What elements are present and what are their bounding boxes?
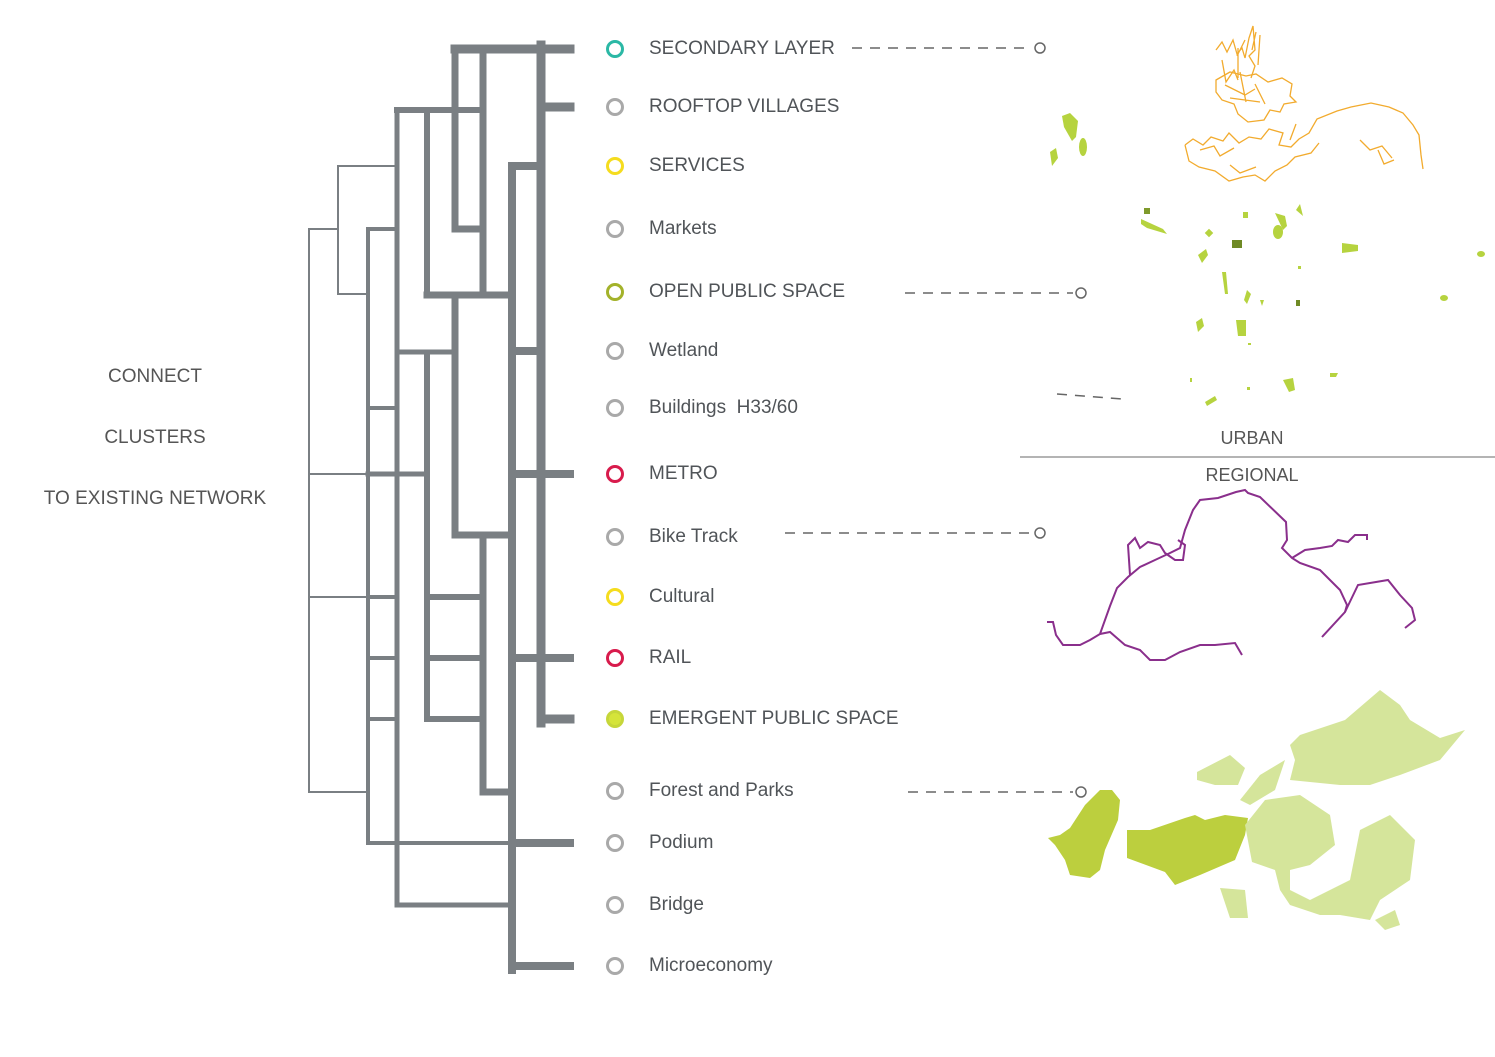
side-text-network: TO EXISTING NETWORK: [43, 488, 267, 509]
connector-end-circle: [1075, 786, 1087, 798]
legend-item: OPEN PUBLIC SPACE: [606, 280, 845, 304]
legend-item-label: Microeconomy: [649, 955, 773, 976]
legend-item-label: METRO: [649, 463, 718, 484]
connector-end-circle: [1075, 287, 1087, 299]
legend-item: EMERGENT PUBLIC SPACE: [606, 707, 899, 731]
open-public-space-map: [1050, 113, 1485, 406]
urban-label: URBAN: [1220, 428, 1284, 448]
side-text-connect: CONNECT: [108, 366, 202, 387]
side-text-clusters: CLUSTERS: [104, 427, 206, 448]
connector-lines: [785, 42, 1123, 798]
legend-item: SERVICES: [606, 154, 745, 178]
services-map: [1184, 25, 1424, 182]
filled-circle-icon: [606, 710, 624, 728]
legend-item: Microeconomy: [606, 954, 773, 978]
ring-icon: [606, 399, 624, 417]
legend-item-label: EMERGENT PUBLIC SPACE: [649, 708, 899, 729]
ring-icon: [606, 98, 624, 116]
ring-icon: [606, 588, 624, 606]
ring-icon: [606, 40, 624, 58]
legend-item: ROOFTOP VILLAGES: [606, 95, 839, 119]
bike-track-map-branch: [1099, 630, 1243, 661]
legend-item-label: Buildings H33/60: [649, 397, 798, 418]
legend-item: Podium: [606, 831, 713, 855]
ring-icon: [606, 649, 624, 667]
legend-item: SECONDARY LAYER: [606, 37, 835, 61]
legend-item-label: Bridge: [649, 894, 704, 915]
legend-item-label: ROOFTOP VILLAGES: [649, 96, 840, 117]
legend-item-label: Podium: [649, 832, 714, 853]
ring-icon: [606, 957, 624, 975]
bike-track-map: [1047, 488, 1349, 646]
legend-item: Cultural: [606, 585, 714, 609]
ring-icon: [606, 283, 624, 301]
legend-item-label: Bike Track: [649, 526, 738, 547]
forest-parks-map: [1048, 690, 1465, 930]
legend-item-label: RAIL: [649, 647, 692, 668]
legend-item-label: SECONDARY LAYER: [649, 38, 835, 59]
legend-item: RAIL: [606, 646, 691, 670]
legend-item: Buildings H33/60: [606, 396, 798, 420]
legend-item-label: Forest and Parks: [649, 780, 794, 801]
legend-item-label: Wetland: [649, 340, 719, 361]
ring-icon: [606, 157, 624, 175]
bike-track-map-branch: [1126, 536, 1187, 576]
bike-track-map-branch: [1344, 578, 1417, 629]
legend-item-label: Cultural: [649, 586, 715, 607]
legend-item: Markets: [606, 217, 717, 241]
connector-buildings: [1056, 393, 1123, 400]
ring-icon: [606, 528, 624, 546]
connector-end-circle: [1034, 42, 1046, 54]
ring-icon: [606, 782, 624, 800]
bike-track-map-branch: [1291, 534, 1368, 559]
legend-item-label: Markets: [649, 218, 717, 239]
legend-item: Forest and Parks: [606, 779, 794, 803]
ring-icon: [606, 465, 624, 483]
ring-icon: [606, 896, 624, 914]
legend-item-label: OPEN PUBLIC SPACE: [649, 281, 846, 302]
dendrogram: [308, 40, 575, 974]
ring-icon: [606, 342, 624, 360]
legend-item: Wetland: [606, 339, 718, 363]
legend-item: METRO: [606, 462, 718, 486]
legend-item: Bridge: [606, 893, 704, 917]
regional-label: REGIONAL: [1205, 465, 1299, 485]
ring-icon: [606, 220, 624, 238]
ring-icon: [606, 834, 624, 852]
legend-item-label: SERVICES: [649, 155, 745, 176]
connector-end-circle: [1034, 527, 1046, 539]
legend-item: Bike Track: [606, 525, 738, 549]
